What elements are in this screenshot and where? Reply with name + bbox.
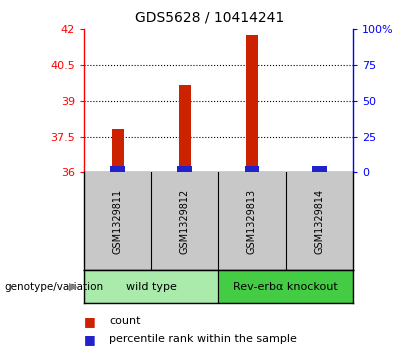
Text: percentile rank within the sample: percentile rank within the sample [109, 334, 297, 344]
Bar [244, 166, 260, 172]
Text: ■: ■ [84, 315, 96, 328]
Bar [313, 167, 325, 172]
Bar [84, 270, 218, 303]
Text: GSM1329812: GSM1329812 [180, 189, 190, 254]
Bar [110, 166, 125, 172]
Text: GSM1329814: GSM1329814 [314, 189, 324, 254]
Bar [246, 35, 258, 172]
Text: GSM1329811: GSM1329811 [113, 189, 123, 254]
Text: GDS5628 / 10414241: GDS5628 / 10414241 [135, 11, 285, 25]
Text: genotype/variation: genotype/variation [4, 282, 103, 292]
Text: ■: ■ [84, 333, 96, 346]
Text: Rev-erbα knockout: Rev-erbα knockout [233, 282, 338, 292]
Bar [112, 130, 123, 172]
Bar [179, 85, 191, 172]
Bar [312, 166, 327, 172]
Text: count: count [109, 316, 141, 326]
Text: ▶: ▶ [69, 282, 78, 292]
Text: wild type: wild type [126, 282, 177, 292]
Bar [177, 166, 192, 172]
Text: GSM1329813: GSM1329813 [247, 189, 257, 254]
Bar [218, 270, 353, 303]
